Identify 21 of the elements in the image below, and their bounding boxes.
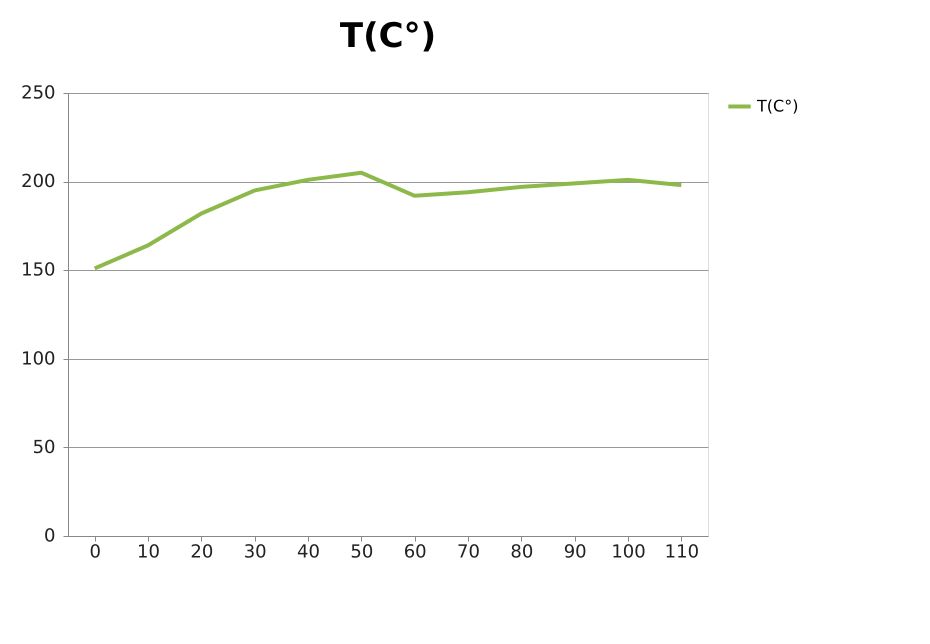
x-tick-label: 100 [611, 542, 646, 562]
y-tick-label: 250 [21, 82, 56, 104]
x-tick-label: 90 [564, 542, 587, 562]
x-tick-label: 70 [457, 542, 480, 562]
x-tick-label: 80 [510, 542, 534, 562]
x-tick-label: 20 [190, 542, 214, 562]
legend-label: T(C°) [756, 96, 798, 116]
y-tick-label: 100 [21, 348, 56, 370]
y-tick-label: 150 [21, 260, 56, 281]
x-tick-label: 40 [297, 542, 320, 562]
x-tick-label: 60 [404, 542, 427, 562]
y-tick-label: 50 [32, 436, 56, 458]
y-tick-label: 0 [44, 526, 56, 546]
line-series [92, 170, 684, 270]
x-tick-label: 110 [664, 542, 700, 562]
x-tick-label: 0 [89, 542, 101, 562]
y-tick-label: 200 [21, 171, 56, 192]
x-tick-label: 50 [350, 542, 374, 562]
chart-title: T(C°) [340, 16, 436, 56]
x-tick-label: 30 [244, 542, 267, 562]
x-tick-label: 10 [137, 542, 160, 562]
